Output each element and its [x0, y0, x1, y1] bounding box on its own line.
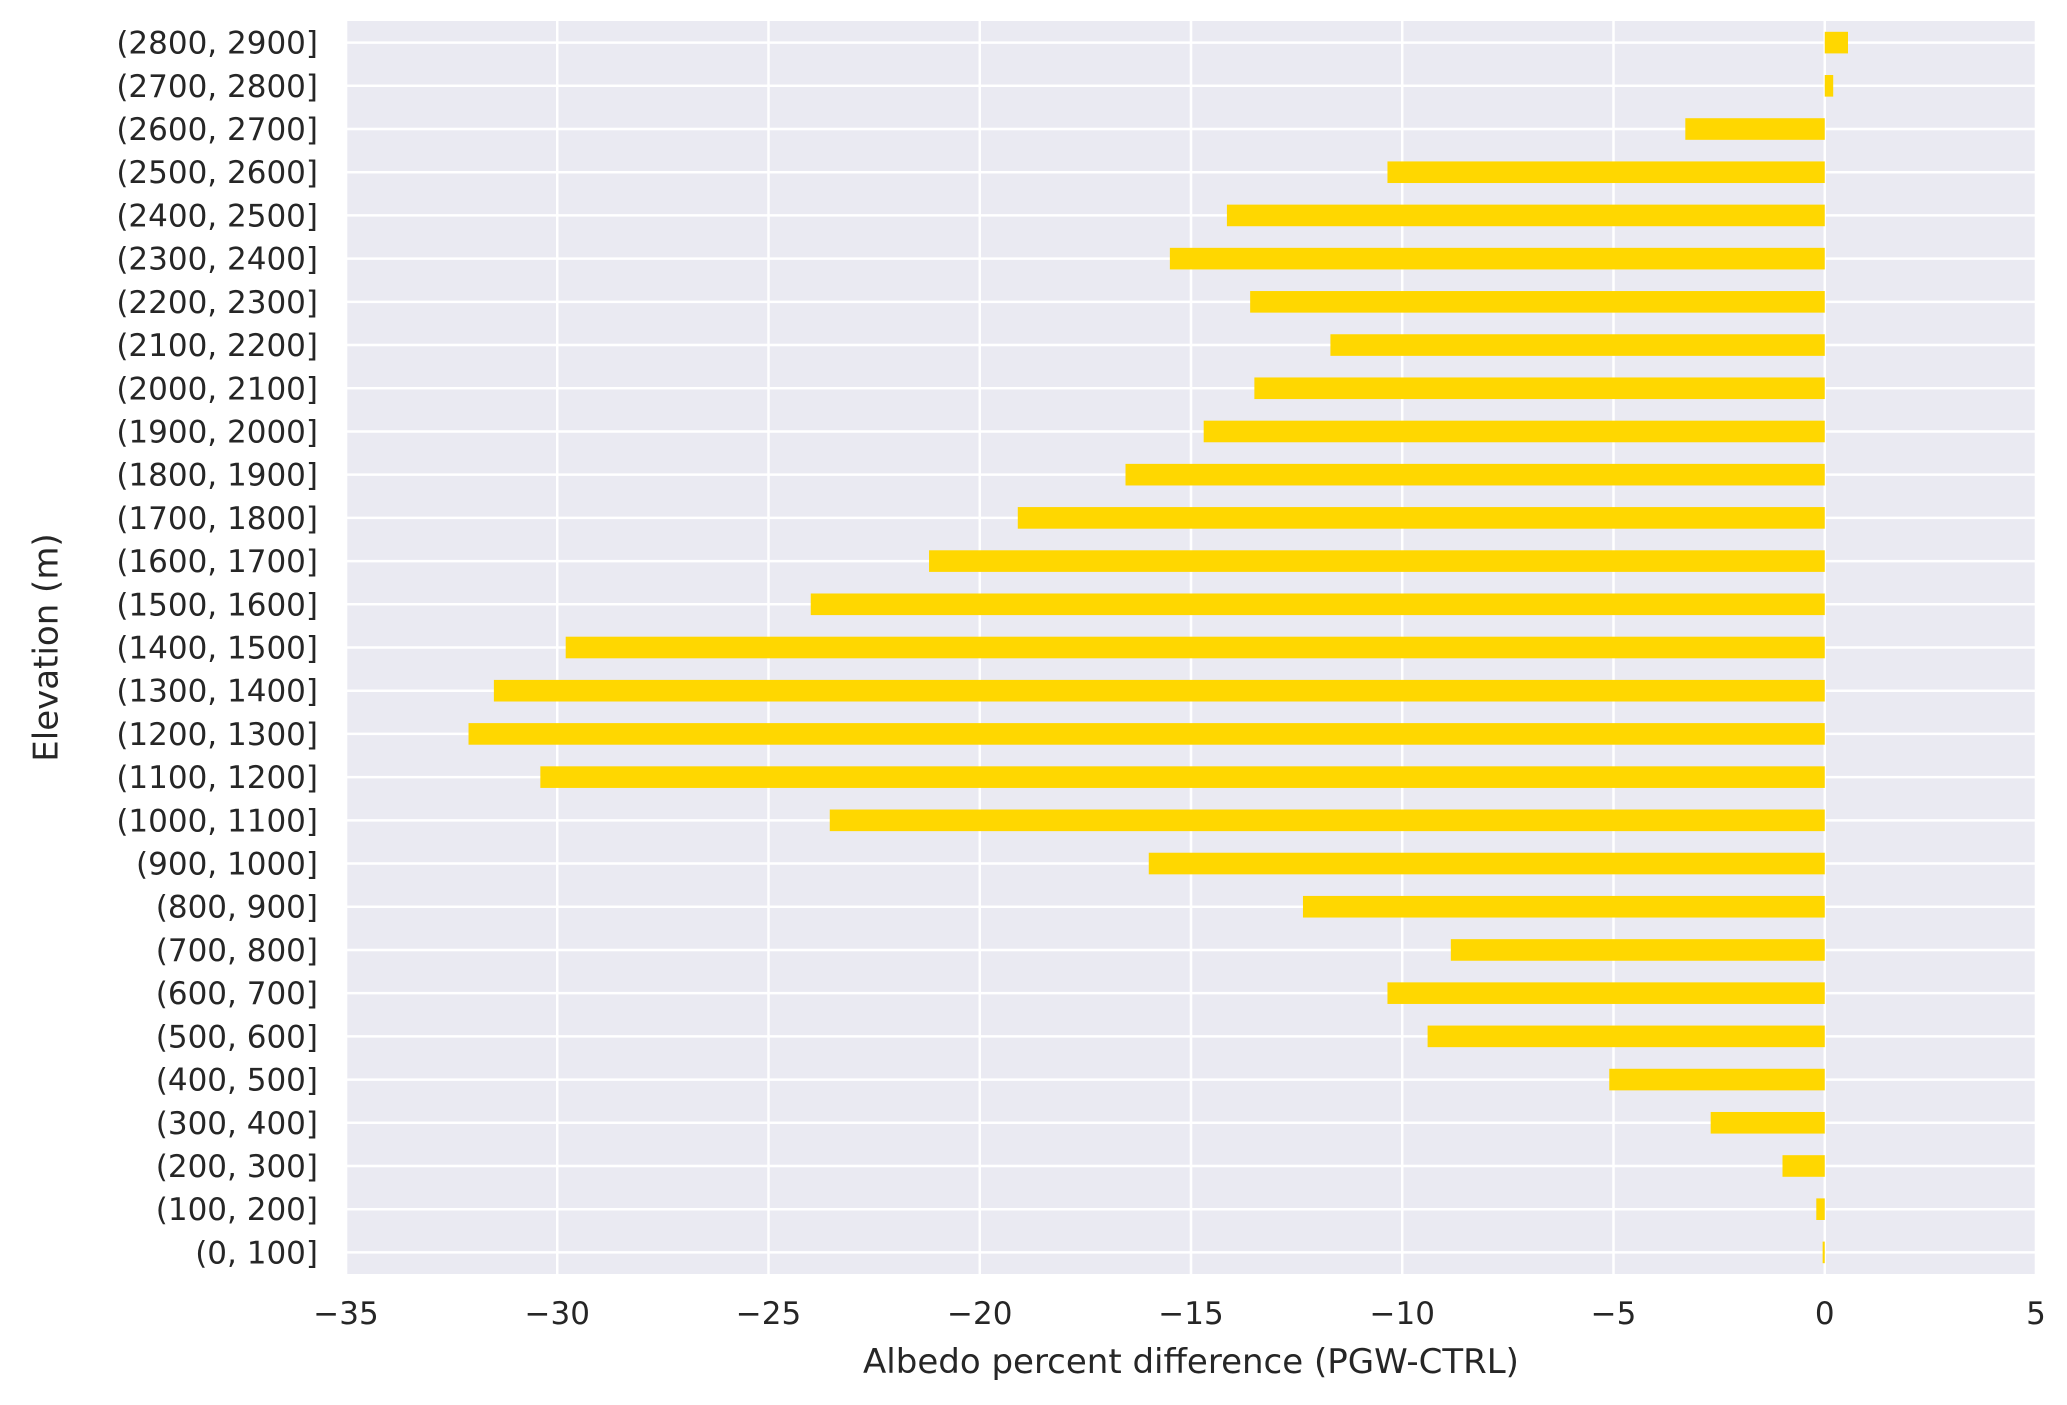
bar	[1824, 75, 1834, 97]
y-tick-label: (2400, 2500]	[116, 198, 318, 234]
y-tick-label: (1000, 1100]	[116, 803, 318, 839]
x-tick-label: −15	[1158, 1296, 1223, 1332]
y-tick-label: (1700, 1800]	[116, 501, 318, 537]
bar	[1017, 507, 1825, 529]
y-tick-label: (1500, 1600]	[116, 587, 318, 623]
bar	[565, 636, 1825, 659]
bar	[1450, 939, 1825, 961]
bar	[1822, 1241, 1825, 1264]
y-axis-label: Elevation (m)	[27, 533, 67, 761]
bar	[1125, 463, 1825, 486]
x-tick-label: −20	[947, 1296, 1012, 1332]
y-tick-label: (1800, 1900]	[116, 458, 318, 494]
y-tick-label: (200, 300]	[156, 1149, 318, 1185]
y-tick-label: (2000, 2100]	[116, 371, 318, 407]
y-tick-label: (2800, 2900]	[116, 26, 318, 62]
y-tick-label: (1400, 1500]	[116, 631, 318, 667]
bar	[1226, 204, 1825, 227]
y-tick-label: (1200, 1300]	[116, 717, 318, 753]
y-tick-label: (900, 1000]	[136, 847, 318, 883]
bar	[1203, 420, 1825, 443]
bar	[1710, 1111, 1825, 1134]
bar	[810, 593, 1825, 616]
x-tick-label: 5	[2026, 1296, 2046, 1332]
y-tick-label: (2700, 2800]	[116, 69, 318, 105]
y-tick-label: (2500, 2600]	[116, 155, 318, 191]
bar	[1250, 291, 1825, 313]
y-tick-label: (300, 400]	[156, 1106, 318, 1142]
x-tick-label: −5	[1591, 1296, 1637, 1332]
x-tick-label: −35	[313, 1296, 378, 1332]
y-tick-label: (600, 700]	[156, 976, 318, 1012]
x-tick-label: −30	[525, 1296, 590, 1332]
y-tick-label: (1900, 2000]	[116, 414, 318, 450]
y-tick-label: (1300, 1400]	[116, 674, 318, 710]
y-tick-label: (800, 900]	[156, 890, 318, 926]
x-tick-label: 0	[1815, 1296, 1835, 1332]
y-tick-label: (400, 500]	[156, 1063, 318, 1099]
bar	[1387, 161, 1825, 184]
bar	[1302, 895, 1825, 918]
bar	[1685, 118, 1825, 140]
bar	[1816, 1198, 1825, 1220]
bar	[1427, 1025, 1825, 1048]
y-tick-label: (100, 200]	[156, 1192, 318, 1228]
y-tick-label: (500, 600]	[156, 1019, 318, 1055]
bar	[1782, 1155, 1825, 1177]
y-tick-label: (1600, 1700]	[116, 544, 318, 580]
y-tick-label: (0, 100]	[195, 1235, 318, 1271]
y-tick-label: (2300, 2400]	[116, 242, 318, 278]
y-tick-label: (700, 800]	[156, 933, 318, 969]
bars	[468, 31, 1848, 1264]
bar	[1254, 377, 1825, 400]
bar	[468, 723, 1825, 745]
bar	[1387, 982, 1825, 1004]
x-axis-label: Albedo percent difference (PGW-CTRL)	[863, 1342, 1519, 1382]
y-tick-labels: (0, 100] (100, 200] (200, 300] (300, 400] (4…	[116, 26, 318, 1272]
bar	[540, 766, 1825, 788]
y-tick-label: (1100, 1200]	[116, 760, 318, 796]
x-tick-label: −10	[1370, 1296, 1435, 1332]
bar	[493, 679, 1825, 702]
bar	[1148, 852, 1825, 875]
x-tick-label: −25	[736, 1296, 801, 1332]
bar	[929, 550, 1825, 572]
bar	[829, 809, 1825, 832]
y-tick-label: (2100, 2200]	[116, 328, 318, 364]
bar	[1330, 334, 1825, 356]
bar	[1824, 31, 1848, 54]
y-tick-label: (2600, 2700]	[116, 112, 318, 148]
bar	[1169, 247, 1825, 270]
y-tick-label: (2200, 2300]	[116, 285, 318, 321]
bar	[1609, 1068, 1825, 1091]
x-tick-labels: −35 −30 −25 −20 −15 −10 −5 0 5	[313, 1296, 2046, 1332]
